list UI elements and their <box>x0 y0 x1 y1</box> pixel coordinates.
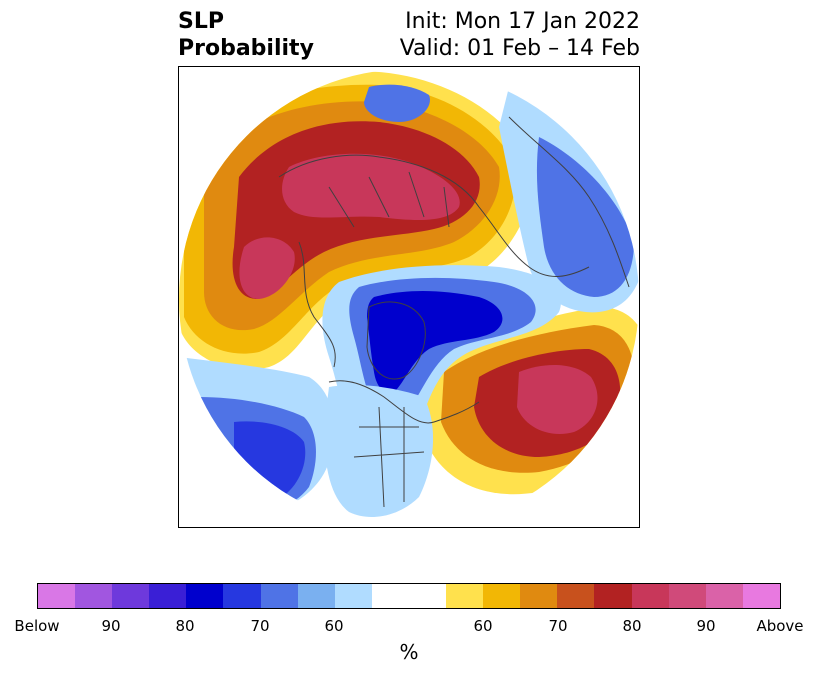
above-region-eurasia-max <box>282 153 460 220</box>
colorbar-segment <box>631 584 669 608</box>
map-panel <box>178 66 640 528</box>
colorbar-segment <box>334 584 372 608</box>
colorbar-tick-label: Above <box>756 617 804 635</box>
below-region-barents <box>364 84 430 122</box>
colorbar-tick-label: 80 <box>622 617 642 635</box>
title-product: Probability <box>178 36 314 61</box>
colorbar-tick-label: 80 <box>175 617 195 635</box>
colorbar-tick-label: 90 <box>696 617 716 635</box>
colorbar <box>37 583 781 609</box>
probability-field <box>179 69 639 527</box>
coastline-layer <box>278 116 630 508</box>
colorbar-segment <box>75 584 113 608</box>
below-region-east-asia-mid <box>536 137 634 297</box>
colorbar-segment <box>149 584 187 608</box>
colorbar-segment <box>38 584 76 608</box>
colorbar-segment <box>371 584 409 608</box>
below-region-arctic-high <box>367 291 503 393</box>
colorbar-segment <box>594 584 632 608</box>
colorbar-tick-label: 70 <box>548 617 568 635</box>
colorbar-segment <box>557 584 595 608</box>
valid-range: Valid: 01 Feb – 14 Feb <box>399 36 640 61</box>
colorbar-segment <box>408 584 447 608</box>
colorbar-segment <box>483 584 521 608</box>
colorbar-segment <box>668 584 706 608</box>
colorbar-segment <box>112 584 150 608</box>
border-lines <box>328 171 450 508</box>
colorbar-segment <box>742 584 780 608</box>
colorbar-segment <box>705 584 743 608</box>
colorbar-tick-label: Below <box>14 617 60 635</box>
probability-map <box>179 69 639 527</box>
colorbar-tick-label: 60 <box>473 617 493 635</box>
title-right: Init: Mon 17 Jan 2022 Valid: 01 Feb – 14… <box>400 8 640 62</box>
coastline-east-asia <box>508 116 630 288</box>
colorbar-tick-label: 90 <box>101 617 121 635</box>
colorbar-segment <box>260 584 298 608</box>
colorbar-segment <box>223 584 261 608</box>
coastline-europe <box>298 241 336 368</box>
coastline-greenland <box>366 301 426 380</box>
colorbar-tick-label: 60 <box>324 617 344 635</box>
init-date: Init: Mon 17 Jan 2022 <box>405 9 640 34</box>
colorbar-unit-label: % <box>399 640 419 664</box>
colorbar-segment <box>520 584 558 608</box>
above-region-europe-max <box>239 237 295 299</box>
title-left: SLP Probability <box>178 8 314 62</box>
colorbar-segment <box>186 584 224 608</box>
coastline-eurasia <box>278 154 590 277</box>
colorbar-segment <box>297 584 335 608</box>
colorbar-tick-label: 70 <box>250 617 270 635</box>
coastline-north-america <box>328 380 480 424</box>
above-region-pacific-max <box>517 365 598 435</box>
colorbar-segment <box>446 584 484 608</box>
title-variable: SLP <box>178 9 224 34</box>
below-region-north-america <box>324 385 434 517</box>
